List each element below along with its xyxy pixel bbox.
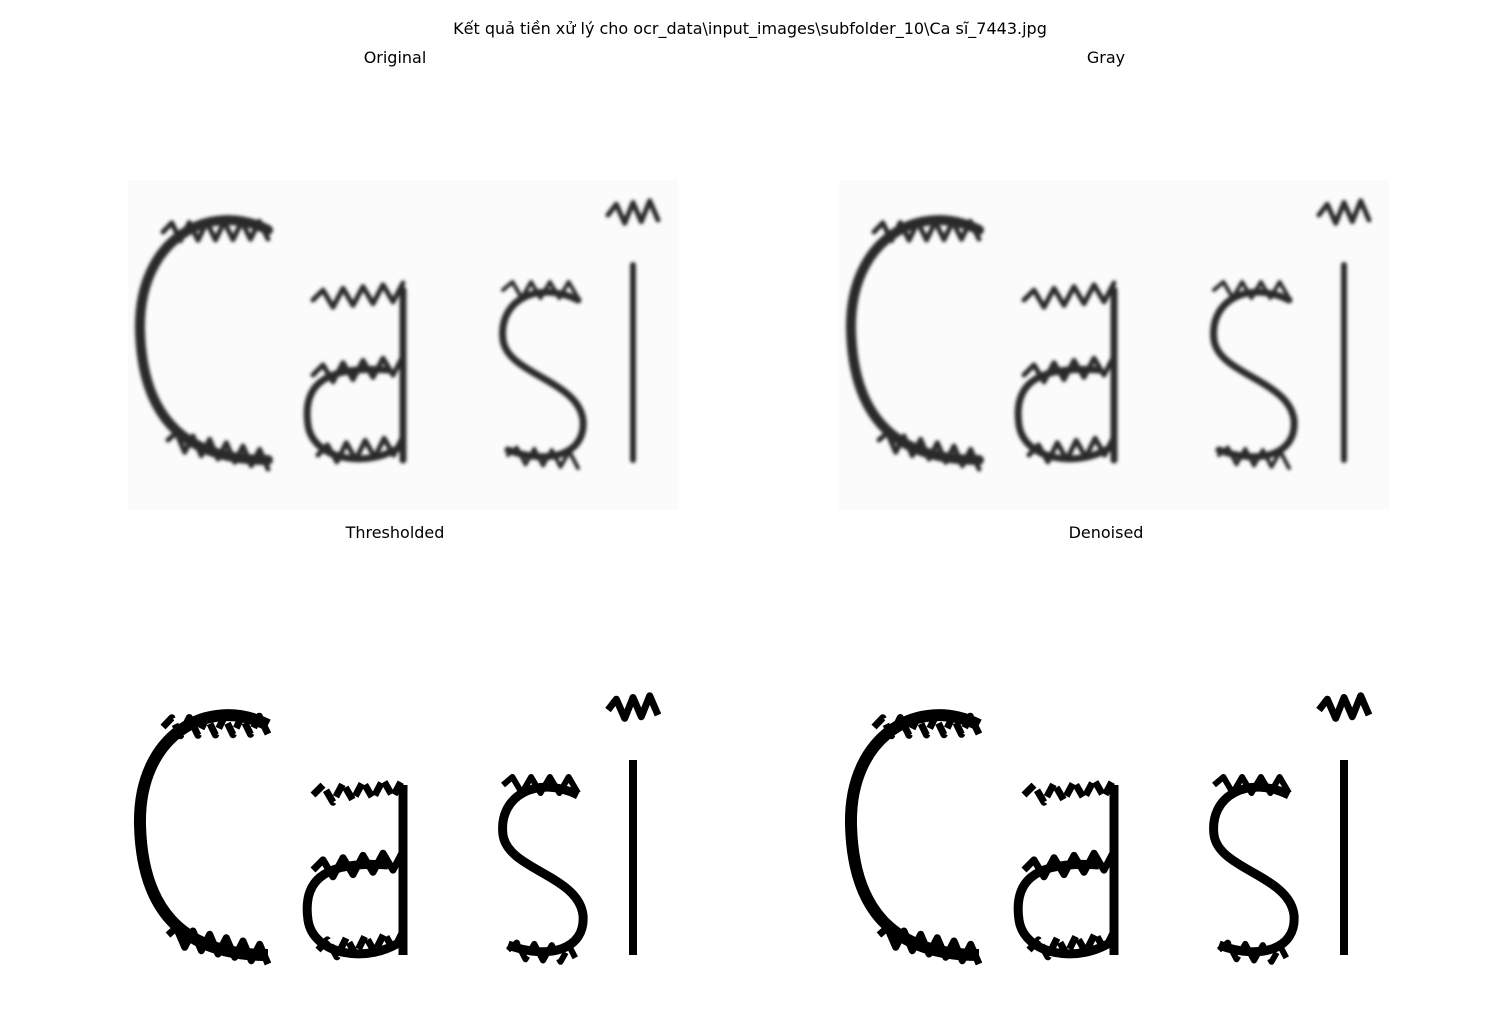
glyph-stroke: [160, 712, 272, 740]
panel-title-thresholded: Thresholded: [345, 523, 445, 542]
glyph-stroke: [876, 430, 982, 472]
glyph-stroke: [310, 849, 407, 881]
word-image-svg: [133, 692, 662, 966]
glyph-stroke: [133, 709, 271, 961]
glyph-stroke: [1021, 353, 1117, 385]
image-gray: [829, 160, 1389, 520]
glyph-stroke: [501, 280, 580, 300]
glyph-stroke: [506, 939, 581, 965]
glyph-stroke: [605, 198, 661, 226]
glyph-stroke: [315, 433, 406, 465]
glyph-stroke: [310, 280, 406, 310]
glyph-stroke: [1212, 774, 1292, 796]
glyph-stroke: [1212, 280, 1291, 300]
glyph-stroke: [310, 353, 406, 385]
glyph-stroke: [871, 218, 982, 244]
glyph-stroke: [501, 774, 581, 796]
glyph-stroke: [1021, 280, 1117, 310]
glyph-stroke: [605, 692, 662, 722]
glyph-stroke: [1021, 776, 1118, 806]
image-thresholded: [118, 655, 678, 1015]
figure-suptitle: Kết quả tiền xử lý cho ocr_data\input_im…: [453, 19, 1047, 38]
word-image-svg: [839, 180, 1389, 510]
panel-title-gray: Gray: [1086, 48, 1126, 67]
image-original: [118, 160, 678, 520]
panel-title-denoised: Denoised: [1068, 523, 1144, 542]
glyph-stroke: [1021, 849, 1118, 881]
glyph-stroke: [310, 776, 407, 806]
word-image-svg: [128, 180, 678, 510]
glyph-stroke: [844, 709, 982, 961]
glyph-stroke: [1316, 198, 1372, 226]
glyph-stroke: [871, 712, 983, 740]
glyph-stroke: [165, 924, 272, 966]
glyph-stroke: [1316, 692, 1373, 722]
glyph-stroke: [1026, 929, 1118, 961]
glyph-stroke: [876, 924, 983, 966]
glyph-stroke: [1209, 782, 1299, 957]
glyph-stroke: [315, 929, 407, 961]
panel-title-original: Original: [363, 48, 427, 67]
glyph-stroke: [1026, 433, 1117, 465]
glyph-stroke: [1217, 445, 1291, 470]
glyph-stroke: [165, 430, 271, 472]
glyph-stroke: [1217, 939, 1292, 965]
glyph-stroke: [160, 218, 271, 244]
glyph-stroke: [506, 445, 580, 470]
glyph-stroke: [498, 782, 588, 957]
image-denoised: [829, 655, 1389, 1015]
word-image-svg: [844, 692, 1373, 966]
